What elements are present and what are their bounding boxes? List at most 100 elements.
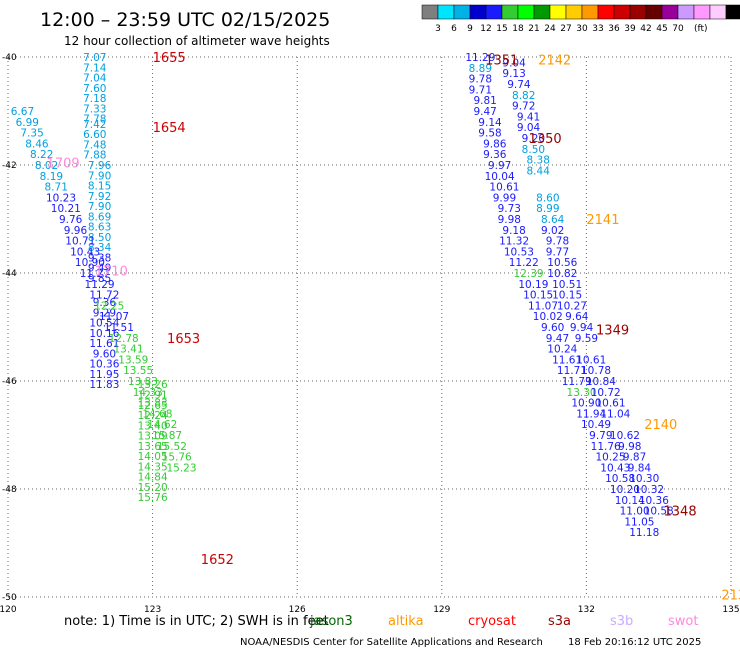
x-tick-label: 129 — [433, 605, 450, 615]
wave-height-value: 8.22 — [30, 149, 53, 161]
colorbar-swatch — [485, 4, 503, 20]
wave-height-value: 9.73 — [498, 203, 521, 215]
wave-height-value: 10.61 — [595, 398, 625, 410]
wave-height-value: 13.30 — [567, 387, 597, 399]
wave-height-value: 14.05 — [138, 451, 168, 463]
wave-height-value: 9.14 — [478, 117, 502, 129]
wave-height-value: 9.29 — [93, 307, 116, 319]
wave-height-value: 8.02 — [35, 160, 58, 172]
wave-height-value: 14.35 — [138, 461, 168, 473]
wave-height-value: 10.20 — [610, 484, 640, 496]
wave-height-value: 7.78 — [83, 114, 106, 126]
colorbar-tick-label: 9 — [467, 24, 473, 34]
wave-height-value: 13.83 — [128, 376, 158, 388]
colorbar-swatch — [597, 4, 615, 20]
wave-height-value: 11.00 — [620, 506, 650, 518]
wave-height-value: 9.76 — [59, 214, 83, 226]
wave-height-value: 11.61 — [552, 354, 582, 366]
wave-height-value: 9.18 — [502, 225, 525, 237]
wave-height-value: 9.87 — [623, 452, 646, 464]
mission-legend-item: swot — [668, 614, 698, 629]
y-tick-label: -46 — [2, 377, 17, 387]
wave-height-value: 9.38 — [88, 252, 111, 264]
y-tick-label: -48 — [2, 485, 17, 495]
wave-height-value: 13.09 — [138, 431, 168, 443]
wave-height-value: 11.07 — [528, 300, 558, 312]
y-tick-label: -42 — [2, 161, 17, 171]
colorbar-tick-label: 24 — [544, 24, 556, 34]
colorbar-swatch — [437, 4, 455, 20]
colorbar-tick-label: 36 — [608, 24, 620, 34]
wave-height-value: 13.55 — [123, 365, 153, 377]
wave-height-value: 10.43 — [70, 246, 100, 258]
wave-height-value: 10.51 — [552, 279, 582, 291]
wave-height-value: 10.19 — [518, 279, 548, 291]
wave-height-value: 15.87 — [152, 430, 182, 442]
mission-legend-item: s3b — [610, 614, 633, 629]
wave-height-value: 10.78 — [581, 365, 611, 377]
wave-height-value: 10.71 — [65, 236, 95, 248]
x-tick-label: 123 — [144, 605, 161, 615]
pass-time-label: 1349 — [596, 324, 629, 339]
wave-height-value: 7.48 — [83, 139, 106, 151]
wave-height-value: 10.49 — [581, 419, 611, 431]
colorbar-swatch — [549, 4, 567, 20]
y-tick-label: -40 — [2, 53, 17, 63]
pass-time-labels: 1655 1654 1709 1710 1653 1652 1351 2142 1350 2141… — [47, 51, 740, 603]
wave-height-value: 8.46 — [25, 138, 49, 150]
wave-height-value: 8.34 — [88, 242, 112, 254]
wave-height-value: 10.27 — [557, 300, 587, 312]
colorbar-swatch — [517, 4, 535, 20]
wave-height-value: 9.74 — [507, 79, 531, 91]
pass-time-label: 2141 — [586, 213, 619, 228]
wave-height-value: 11.95 — [89, 369, 119, 381]
colorbar-swatch — [661, 4, 679, 20]
wave-height-value: 12.39 — [514, 268, 544, 280]
wave-height-value: 15.76 — [162, 452, 192, 464]
wave-height-value: 9.94 — [570, 322, 594, 334]
wave-height-value: 11.61 — [89, 338, 119, 350]
footer-timestamp: 18 Feb 20:16:12 UTC 2025 — [568, 637, 701, 648]
wave-height-value: 7.90 — [88, 170, 111, 182]
grid-lines — [7, 56, 732, 598]
wave-height-value: 10.25 — [595, 452, 625, 464]
wave-height-value: 8.50 — [88, 232, 111, 244]
wave-height-value: 9.20 — [522, 133, 545, 145]
colorbar-swatch — [469, 4, 487, 20]
colorbar-swatch — [613, 4, 631, 20]
wave-height-value: 10.54 — [89, 318, 119, 330]
colorbar-swatch — [453, 4, 471, 20]
colorbar-tick-label: 18 — [512, 24, 524, 34]
wave-height-value: 9.47 — [473, 106, 496, 118]
mission-legend-item: altika — [388, 614, 424, 629]
wave-height-value: 8.71 — [45, 182, 68, 194]
wave-height-value: 9.64 — [565, 311, 589, 323]
wave-height-value: 9.85 — [88, 273, 111, 285]
wave-height-value: 7.60 — [83, 83, 106, 95]
wave-height-value: 11.76 — [591, 441, 621, 453]
wave-height-value: 8.19 — [40, 171, 63, 183]
wave-height-value: 11.04 — [600, 408, 630, 420]
wave-height-value: 6.67 — [11, 106, 34, 118]
colorbar-swatch — [565, 4, 583, 20]
wave-height-value: 10.30 — [629, 473, 659, 485]
wave-height-value: 9.78 — [546, 236, 569, 248]
wave-height-value: 9.36 — [93, 297, 117, 309]
wave-height-value: 8.82 — [512, 90, 535, 102]
wave-height-value: 13.83 — [138, 398, 168, 410]
wave-height-value: 13.41 — [113, 344, 143, 356]
wave-height-value: 10.24 — [547, 344, 577, 356]
colorbar-tick-label: 33 — [592, 24, 603, 34]
colorbar-swatch — [693, 4, 711, 20]
wave-height-value: 9.72 — [512, 101, 535, 113]
wave-height-value: 9.49 — [88, 263, 111, 275]
wave-height-value: 7.88 — [83, 150, 106, 162]
wave-height-value: 11.18 — [629, 527, 659, 539]
footer-credit: NOAA/NESDIS Center for Satellite Applica… — [240, 637, 543, 648]
y-tick-label: -44 — [2, 269, 17, 279]
wave-height-value: 11.07 — [99, 311, 129, 323]
wave-height-value: 10.16 — [89, 328, 119, 340]
mission-legend-item: jason3 — [309, 614, 353, 629]
wave-height-value: 11.72 — [89, 290, 119, 302]
colorbar-tick-label: 12 — [480, 24, 491, 34]
